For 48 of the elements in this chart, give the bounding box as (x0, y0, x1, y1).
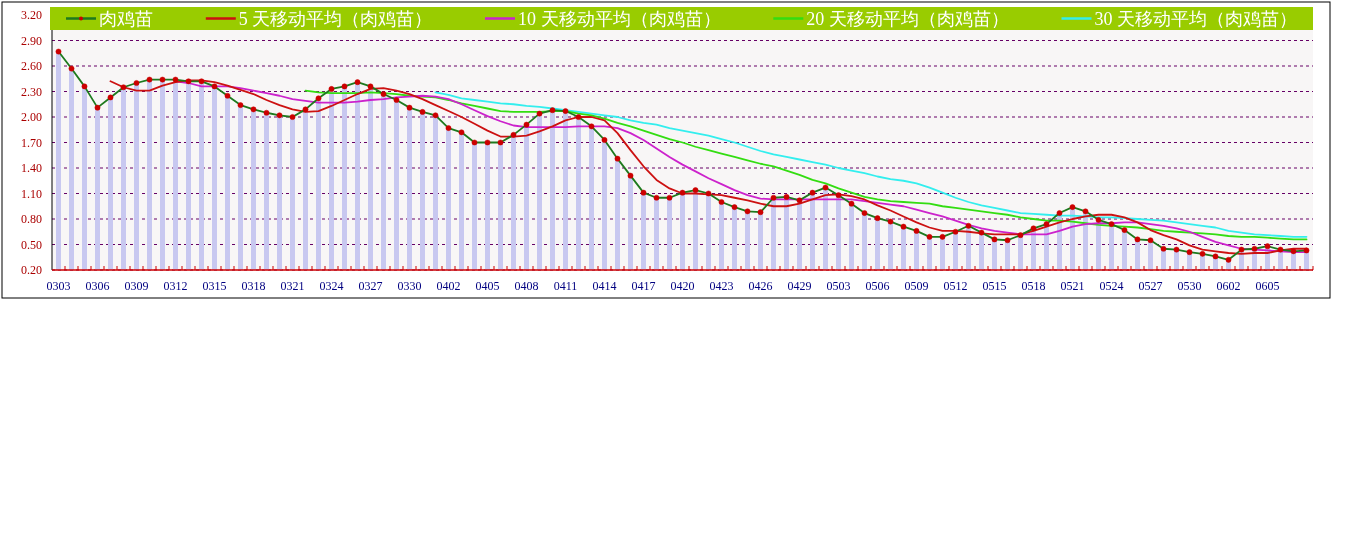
x-tick-label: 0315 (202, 279, 227, 293)
y-tick-label: 0.80 (21, 212, 42, 226)
x-tick-label: 0417 (631, 279, 656, 293)
x-tick-label: 0605 (1255, 279, 1280, 293)
legend-label: 5 天移动平均（肉鸡苗） (238, 8, 433, 29)
legend-label: 20 天移动平均（肉鸡苗） (806, 8, 1009, 29)
x-tick-label: 0515 (982, 279, 1007, 293)
x-tick-label: 0303 (46, 279, 71, 293)
x-tick-label: 0509 (904, 279, 929, 293)
x-tick-label: 0327 (358, 279, 383, 293)
x-tick-label: 0503 (826, 279, 851, 293)
x-tick-label: 0324 (319, 279, 344, 293)
x-tick-label: 0521 (1060, 279, 1085, 293)
y-tick-label: 0.20 (21, 263, 42, 277)
legend-label: 30 天移动平均（肉鸡苗） (1094, 8, 1297, 29)
x-tick-label: 0312 (163, 279, 188, 293)
x-tick-label: 0423 (709, 279, 734, 293)
x-tick-label: 0414 (592, 279, 617, 293)
y-tick-label: 1.40 (21, 161, 42, 175)
x-tick-label: 0306 (85, 279, 110, 293)
x-tick-label: 0330 (397, 279, 422, 293)
y-tick-label: 0.50 (21, 237, 42, 252)
y-tick-label: 2.30 (21, 84, 42, 99)
x-tick-label: 0426 (748, 279, 773, 293)
y-tick-label: 2.60 (21, 59, 42, 73)
x-tick-label: 0318 (241, 279, 266, 293)
x-tick-label: 0530 (1177, 279, 1202, 293)
x-tick-label: 0411 (553, 279, 578, 293)
x-tick-label: 0506 (865, 279, 890, 293)
x-tick-label: 0602 (1216, 279, 1241, 293)
y-tick-label: 2.90 (21, 33, 42, 48)
x-tick-label: 0420 (670, 279, 695, 293)
x-tick-label: 0527 (1138, 279, 1163, 293)
x-tick-label: 0321 (280, 279, 305, 293)
legend-label: 肉鸡苗 (99, 8, 153, 29)
x-tick-label: 0518 (1021, 279, 1046, 293)
y-tick-label: 3.20 (21, 8, 42, 22)
x-tick-label: 0309 (124, 279, 149, 293)
x-tick-label: 0429 (787, 279, 812, 293)
x-tick-label: 0402 (436, 279, 461, 293)
x-tick-label: 0405 (475, 279, 500, 293)
y-tick-label: 1.10 (21, 186, 42, 201)
x-tick-label: 0524 (1099, 279, 1124, 293)
y-tick-label: 2.00 (21, 110, 42, 124)
x-tick-label: 0512 (943, 279, 968, 293)
legend-label: 10 天移动平均（肉鸡苗） (518, 8, 721, 29)
x-tick-label: 0408 (514, 279, 539, 293)
y-tick-label: 1.70 (21, 135, 42, 150)
